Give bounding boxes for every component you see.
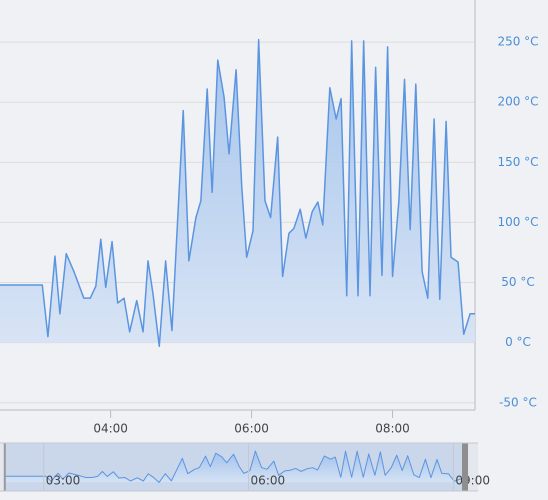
- x-tick-label: 04:00: [93, 422, 128, 436]
- y-tick-label: 50 °C: [501, 275, 534, 289]
- line: [0, 38, 475, 348]
- y-tick-label: 0 °C: [505, 335, 531, 349]
- x-tick-label: 06:00: [234, 422, 269, 436]
- y-tick-label: 200 °C: [497, 95, 538, 109]
- y-tick-label: -50 °C: [499, 395, 537, 409]
- plot: [0, 38, 475, 348]
- line: [4, 450, 466, 483]
- navigator-handle-right[interactable]: [462, 443, 469, 491]
- area-fill: [4, 451, 466, 483]
- y-tick-label: 250 °C: [497, 35, 538, 49]
- navigator-handle-left: [3, 443, 6, 491]
- x-tick-label: 08:00: [375, 422, 410, 436]
- area-fill: [0, 39, 475, 347]
- navigator-series: [4, 450, 466, 483]
- y-tick-label: 100 °C: [497, 215, 538, 229]
- navigator-tick-label: 03:00: [46, 474, 81, 488]
- navigator-tick-label: 06:00: [251, 474, 286, 488]
- y-tick-label: 150 °C: [497, 155, 538, 169]
- navigator-tick-label: 09:00: [455, 474, 490, 488]
